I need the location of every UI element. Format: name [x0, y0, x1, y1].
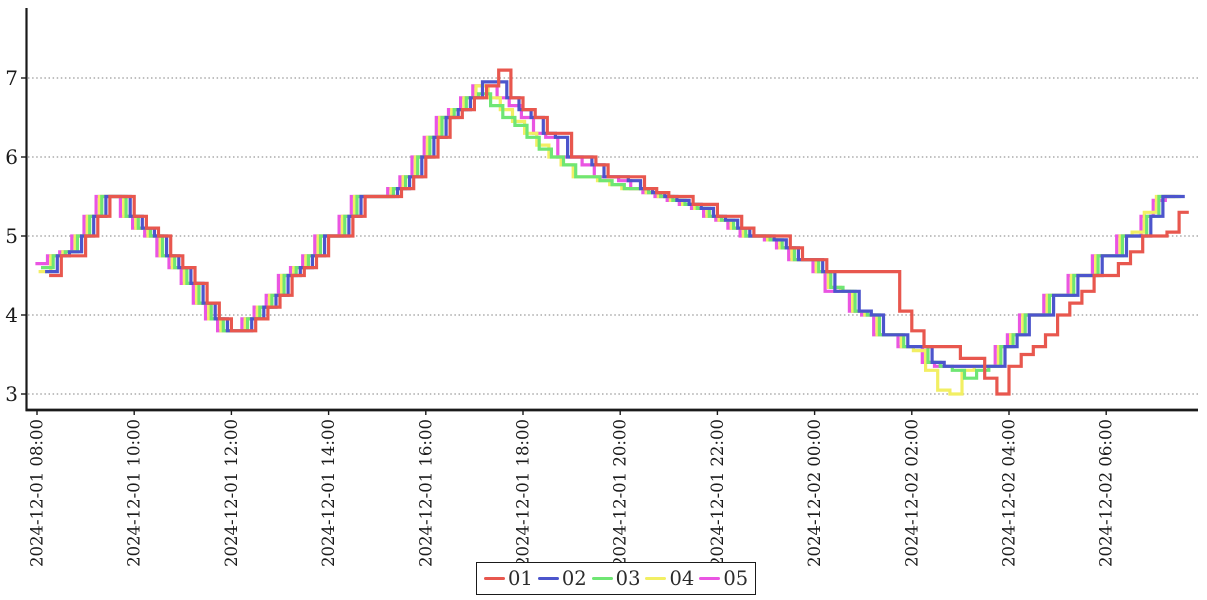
- legend-swatch-05: [699, 576, 721, 581]
- x-tick-label-2: 2024-12-01 12:00: [222, 419, 241, 567]
- x-tick-label-8: 2024-12-02 00:00: [805, 419, 824, 567]
- x-tick-label-7: 2024-12-01 22:00: [708, 419, 727, 567]
- x-tick-label-3: 2024-12-01 14:00: [319, 419, 338, 567]
- x-tick-label-1: 2024-12-01 10:00: [125, 419, 144, 567]
- y-tick-label-6: 6: [5, 145, 18, 169]
- y-tick-label-5: 5: [5, 224, 18, 248]
- legend-label-01: 01: [508, 566, 533, 590]
- legend-item-04: 04: [645, 569, 694, 589]
- legend-item-01: 01: [484, 569, 533, 589]
- x-tick-label-0: 2024-12-01 08:00: [28, 419, 47, 567]
- x-tick-label-9: 2024-12-02 02:00: [902, 419, 921, 567]
- series-03-line: [41, 92, 1181, 380]
- series-01-line: [49, 68, 1189, 396]
- x-tick-label-11: 2024-12-02 06:00: [1097, 419, 1116, 567]
- series-04-line: [38, 84, 1179, 396]
- legend-label-03: 03: [615, 566, 641, 590]
- legend-item-03: 03: [591, 566, 641, 590]
- legend-item-05: 05: [699, 569, 748, 589]
- plot-area: [35, 68, 1189, 396]
- legend-label-02: 02: [561, 566, 587, 590]
- legend-swatch-02: [537, 576, 559, 581]
- x-tick-label-10: 2024-12-02 04:00: [1000, 419, 1019, 567]
- x-tick-label-4: 2024-12-01 16:00: [416, 419, 435, 567]
- y-tick-label-3: 3: [5, 382, 18, 406]
- y-tick-label-4: 4: [5, 303, 18, 327]
- x-tick-label-5: 2024-12-01 18:00: [514, 419, 533, 567]
- legend-swatch-03: [591, 576, 613, 581]
- x-tick-label-6: 2024-12-01 20:00: [611, 419, 630, 567]
- legend-swatch-01: [484, 576, 505, 581]
- legend-item-02: 02: [537, 566, 587, 590]
- legend: 01 02 03 04 05: [476, 562, 757, 595]
- legend-label-04: 04: [669, 566, 695, 590]
- legend-swatch-04: [645, 576, 667, 581]
- legend-label-05: 05: [723, 566, 749, 590]
- y-tick-label-7: 7: [5, 66, 18, 90]
- series-05-line: [35, 84, 1176, 368]
